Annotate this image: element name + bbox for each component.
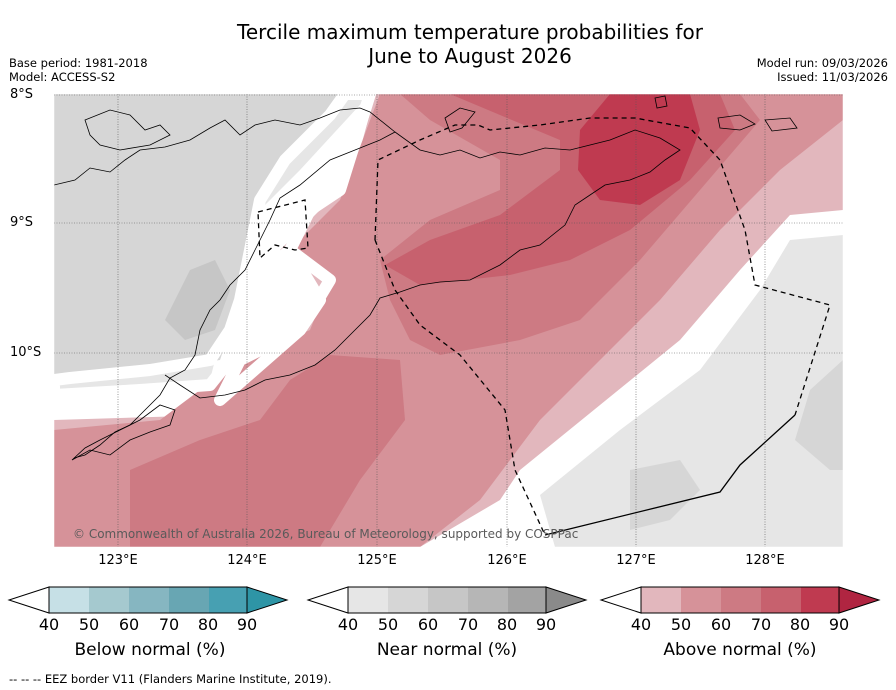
lat-label-10s: 10°S xyxy=(10,345,42,360)
category-boundary-east xyxy=(513,215,843,504)
cb-above-tick-50: 50 xyxy=(670,615,692,634)
alor-islands xyxy=(84,109,171,151)
cb-below-label: Below normal (%) xyxy=(74,640,226,660)
cb-below-70 xyxy=(169,587,209,613)
issued-date: Issued: 11/03/2026 xyxy=(777,70,888,84)
atauro-island xyxy=(444,107,476,133)
timor-west-coast xyxy=(54,107,396,459)
above-normal-60-south xyxy=(130,355,405,547)
cb-below-frame xyxy=(48,586,248,614)
lon-label-123e: 123°E xyxy=(98,553,138,568)
category-boundary-west xyxy=(54,94,376,406)
cb-above-over-arrow xyxy=(838,586,881,614)
cb-below-80 xyxy=(209,587,247,613)
map-title: Tercile maximum temperature probabilitie… xyxy=(0,20,896,68)
cb-near-60 xyxy=(428,587,468,613)
cb-near-tick-70: 70 xyxy=(457,615,479,634)
probability-field xyxy=(54,94,843,547)
cb-above-50 xyxy=(681,587,721,613)
cb-above-80 xyxy=(801,587,839,613)
cb-near-frame xyxy=(347,586,547,614)
near-normal-50-south xyxy=(630,460,700,530)
coastlines xyxy=(54,95,798,461)
cb-below-tick-70: 70 xyxy=(158,615,180,634)
eez-legend-footer: -- -- -- EEZ border V11 (Flanders Marine… xyxy=(9,672,332,686)
title-line-2: June to August 2026 xyxy=(368,44,572,68)
eez-border-north-east xyxy=(374,117,831,416)
cb-near-under-arrow xyxy=(306,586,349,614)
meta-right: Model run: 09/03/2026 Issued: 11/03/2026 xyxy=(757,56,888,84)
eez-border-south xyxy=(374,239,546,536)
island-small-3 xyxy=(764,117,798,132)
lon-label-127e: 127°E xyxy=(616,553,656,568)
cb-near-tick-50: 50 xyxy=(377,615,399,634)
cb-near-50 xyxy=(388,587,428,613)
island-small-2 xyxy=(717,114,756,131)
cb-above-tick-70: 70 xyxy=(750,615,772,634)
model-name: Model: ACCESS-S2 xyxy=(9,70,116,84)
lon-label-125e: 125°E xyxy=(357,553,397,568)
eez-border-solid xyxy=(544,414,796,536)
model-run: Model run: 09/03/2026 xyxy=(756,56,888,70)
lon-label-124e: 124°E xyxy=(227,553,267,568)
cb-near-40 xyxy=(348,587,388,613)
near-normal-50-east xyxy=(795,360,843,470)
meta-left: Base period: 1981-2018 Model: ACCESS-S2 xyxy=(9,56,148,84)
cb-near-over-arrow xyxy=(545,586,588,614)
cb-below-tick-50: 50 xyxy=(78,615,100,634)
cb-below-40 xyxy=(49,587,89,613)
cb-below-tick-80: 80 xyxy=(197,615,219,634)
map-frame xyxy=(53,93,844,548)
cb-below-60 xyxy=(129,587,169,613)
lat-label-8s: 8°S xyxy=(10,87,34,102)
cb-near-70 xyxy=(468,587,508,613)
cb-near-80 xyxy=(508,587,546,613)
graticule xyxy=(54,94,843,547)
near-normal-50-west xyxy=(54,94,345,380)
cb-below-50 xyxy=(89,587,129,613)
title-line-1: Tercile maximum temperature probabilitie… xyxy=(237,20,703,44)
copyright-notice: © Commonwealth of Australia 2026, Bureau… xyxy=(73,527,579,541)
cb-above-tick-80: 80 xyxy=(789,615,811,634)
base-period: Base period: 1981-2018 xyxy=(9,56,148,70)
cb-near-tick-60: 60 xyxy=(417,615,439,634)
lon-label-126e: 126°E xyxy=(487,553,527,568)
above-normal-80 xyxy=(578,94,700,205)
near-normal-60-west xyxy=(165,260,230,340)
cb-above-60 xyxy=(721,587,761,613)
cb-above-tick-90: 90 xyxy=(828,615,850,634)
cb-below-over-arrow xyxy=(246,586,289,614)
cb-near-tick-40: 40 xyxy=(337,615,359,634)
cb-near-tick-90: 90 xyxy=(535,615,557,634)
colorbar-near-normal xyxy=(306,586,588,614)
cb-below-under-arrow xyxy=(7,586,50,614)
cb-near-label: Near normal (%) xyxy=(376,640,518,660)
cb-above-tick-60: 60 xyxy=(710,615,732,634)
cb-above-under-arrow xyxy=(599,586,642,614)
semau-island xyxy=(71,404,176,461)
cb-above-tick-40: 40 xyxy=(630,615,652,634)
cb-above-label: Above normal (%) xyxy=(663,640,817,660)
cb-below-tick-40: 40 xyxy=(38,615,60,634)
near-normal-region-east xyxy=(540,235,843,547)
lon-label-128e: 128°E xyxy=(745,553,785,568)
timor-east-coast xyxy=(164,129,681,399)
island-small-1 xyxy=(654,95,668,109)
colorbar-below-normal xyxy=(7,586,289,614)
lat-label-9s: 9°S xyxy=(10,215,34,230)
cb-below-tick-90: 90 xyxy=(236,615,258,634)
colorbar-above-normal xyxy=(599,586,881,614)
cb-above-40 xyxy=(641,587,681,613)
cb-below-tick-60: 60 xyxy=(118,615,140,634)
cb-near-tick-80: 80 xyxy=(496,615,518,634)
eez-border-oecusse xyxy=(257,199,309,260)
cb-above-frame xyxy=(640,586,840,614)
cb-above-70 xyxy=(761,587,801,613)
